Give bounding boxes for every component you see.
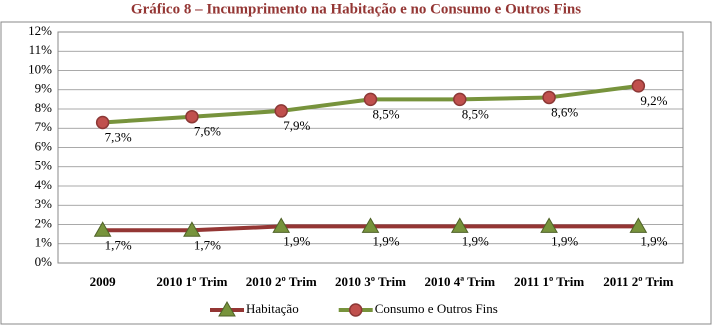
x-tick-label: 2010 4ª Trim bbox=[424, 274, 495, 289]
y-tick-label: 6% bbox=[35, 138, 53, 153]
x-tick-label: 2011 2º Trim bbox=[603, 274, 673, 289]
marker bbox=[185, 109, 199, 124]
data-label: 1,7% bbox=[105, 237, 132, 252]
y-tick-label: 8% bbox=[35, 100, 53, 115]
data-label: 1,7% bbox=[194, 237, 221, 252]
marker bbox=[274, 104, 288, 118]
marker bbox=[450, 217, 469, 233]
y-tick-label: 11% bbox=[29, 42, 53, 57]
marker bbox=[363, 92, 378, 107]
data-label: 7,6% bbox=[194, 124, 221, 139]
y-tick-label: 10% bbox=[28, 61, 52, 76]
data-label: 1,9% bbox=[373, 233, 400, 248]
y-tick-label: 9% bbox=[35, 81, 53, 96]
x-tick-label: 2010 3º Trim bbox=[335, 274, 406, 289]
y-tick-label: 1% bbox=[35, 235, 53, 250]
chart-title: Gráfico 8 – Incumprimento na Habitação e… bbox=[131, 1, 581, 17]
y-tick-label: 5% bbox=[35, 158, 53, 173]
x-tick-label: 2010 2º Trim bbox=[246, 274, 317, 289]
y-tick-label: 4% bbox=[35, 177, 53, 192]
marker bbox=[95, 115, 110, 130]
x-tick-label: 2009 bbox=[90, 274, 117, 289]
y-tick-label: 0% bbox=[35, 254, 53, 269]
data-label: 8,5% bbox=[373, 106, 400, 121]
marker bbox=[361, 217, 380, 233]
data-label: 8,6% bbox=[551, 104, 578, 119]
x-tick-label: 2011 1º Trim bbox=[514, 274, 584, 289]
marker bbox=[183, 221, 201, 237]
data-label: 8,5% bbox=[462, 106, 489, 121]
marker bbox=[540, 217, 558, 233]
marker bbox=[631, 79, 646, 93]
data-label: 1,9% bbox=[462, 233, 489, 248]
legend-label: Habitação bbox=[246, 301, 299, 316]
y-tick-label: 12% bbox=[28, 23, 52, 38]
legend-marker bbox=[218, 300, 236, 317]
marker bbox=[629, 217, 648, 233]
data-label: 7,3% bbox=[105, 129, 132, 144]
data-label: 1,9% bbox=[283, 233, 310, 248]
data-label: 1,9% bbox=[551, 233, 578, 248]
data-label: 1,9% bbox=[640, 233, 667, 248]
marker bbox=[272, 217, 291, 233]
y-tick-label: 7% bbox=[35, 119, 53, 134]
x-tick-label: 2010 1º Trim bbox=[156, 274, 227, 289]
legend-marker bbox=[348, 303, 363, 317]
marker bbox=[453, 92, 467, 107]
marker bbox=[93, 221, 112, 237]
data-label: 7,9% bbox=[283, 118, 310, 133]
marker bbox=[542, 90, 556, 105]
y-tick-label: 3% bbox=[35, 196, 53, 211]
data-label: 9,2% bbox=[640, 93, 667, 108]
y-tick-label: 2% bbox=[35, 215, 53, 230]
legend-label: Consumo e Outros Fins bbox=[375, 301, 498, 316]
